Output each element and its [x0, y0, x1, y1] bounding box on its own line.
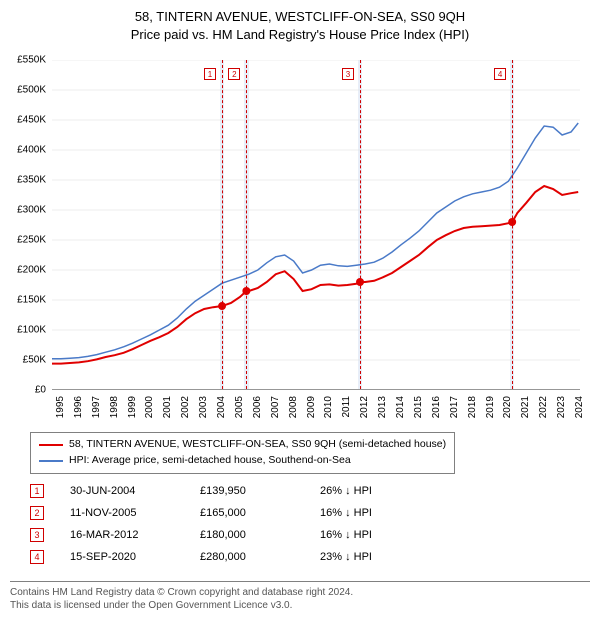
event-row: 1 30-JUN-2004£139,95026% ↓ HPI: [30, 480, 420, 502]
y-tick-label: £100K: [17, 325, 46, 336]
chart-marker-4: 4: [494, 68, 506, 80]
x-tick-label: 2024: [574, 396, 585, 418]
x-tick-label: 2003: [198, 396, 209, 418]
legend-swatch: [39, 444, 63, 446]
x-tick-label: 2019: [485, 396, 496, 418]
x-tick-label: 1997: [91, 396, 102, 418]
event-price: £139,950: [200, 485, 320, 497]
event-date: 16-MAR-2012: [70, 529, 200, 541]
y-tick-label: £300K: [17, 205, 46, 216]
x-tick-label: 2016: [431, 396, 442, 418]
x-tick-label: 2021: [520, 396, 531, 418]
legend: 58, TINTERN AVENUE, WESTCLIFF-ON-SEA, SS…: [30, 432, 455, 474]
event-price: £165,000: [200, 507, 320, 519]
event-diff: 26% ↓ HPI: [320, 485, 420, 497]
event-marker: 2: [30, 506, 44, 520]
event-marker: 3: [30, 528, 44, 542]
title-address: 58, TINTERN AVENUE, WESTCLIFF-ON-SEA, SS…: [0, 8, 600, 26]
y-tick-label: £350K: [17, 175, 46, 186]
y-tick-label: £50K: [23, 355, 46, 366]
x-axis: 1995 1996 1997 1998 1999 2000 2001 2002 2003 2004…: [52, 392, 580, 432]
event-marker: 1: [30, 484, 44, 498]
x-tick-label: 2023: [556, 396, 567, 418]
legend-label: 58, TINTERN AVENUE, WESTCLIFF-ON-SEA, SS…: [69, 437, 446, 453]
x-tick-label: 2004: [216, 396, 227, 418]
event-row: 3 16-MAR-2012£180,00016% ↓ HPI: [30, 524, 420, 546]
x-tick-label: 2010: [323, 396, 334, 418]
event-dash: [512, 60, 513, 389]
x-tick-label: 2009: [306, 396, 317, 418]
x-tick-label: 2002: [180, 396, 191, 418]
y-tick-label: £150K: [17, 295, 46, 306]
x-tick-label: 2011: [341, 396, 352, 418]
event-diff: 23% ↓ HPI: [320, 551, 420, 563]
y-axis: £0£50K£100K£150K£200K£250K£300K£350K£400…: [0, 60, 50, 390]
y-tick-label: £450K: [17, 115, 46, 126]
title-block: 58, TINTERN AVENUE, WESTCLIFF-ON-SEA, SS…: [0, 0, 600, 44]
footer: Contains HM Land Registry data © Crown c…: [10, 581, 590, 612]
footer-line2: This data is licensed under the Open Gov…: [10, 599, 590, 612]
event-diff: 16% ↓ HPI: [320, 507, 420, 519]
chart-marker-3: 3: [342, 68, 354, 80]
event-price: £280,000: [200, 551, 320, 563]
x-tick-label: 2008: [288, 396, 299, 418]
y-tick-label: £550K: [17, 55, 46, 66]
event-row: 2 11-NOV-2005£165,00016% ↓ HPI: [30, 502, 420, 524]
x-tick-label: 2000: [144, 396, 155, 418]
x-tick-label: 2005: [234, 396, 245, 418]
legend-label: HPI: Average price, semi-detached house,…: [69, 453, 351, 469]
x-tick-label: 2020: [502, 396, 513, 418]
event-dash: [222, 60, 223, 389]
y-tick-label: £0: [35, 385, 46, 396]
x-tick-label: 2012: [359, 396, 370, 418]
y-tick-label: £500K: [17, 85, 46, 96]
event-date: 30-JUN-2004: [70, 485, 200, 497]
x-tick-label: 2018: [467, 396, 478, 418]
x-tick-label: 1999: [127, 396, 138, 418]
event-row: 4 15-SEP-2020£280,00023% ↓ HPI: [30, 546, 420, 568]
event-dash: [246, 60, 247, 389]
y-tick-label: £200K: [17, 265, 46, 276]
x-tick-label: 2006: [252, 396, 263, 418]
x-tick-label: 1998: [109, 396, 120, 418]
event-marker: 4: [30, 550, 44, 564]
x-tick-label: 2015: [413, 396, 424, 418]
x-tick-label: 2001: [162, 396, 173, 418]
x-tick-label: 1996: [73, 396, 84, 418]
x-tick-label: 2014: [395, 396, 406, 418]
x-tick-label: 1995: [55, 396, 66, 418]
event-date: 15-SEP-2020: [70, 551, 200, 563]
legend-item: 58, TINTERN AVENUE, WESTCLIFF-ON-SEA, SS…: [39, 437, 446, 453]
series-property: [52, 186, 578, 364]
title-subtitle: Price paid vs. HM Land Registry's House …: [0, 26, 600, 44]
legend-item: HPI: Average price, semi-detached house,…: [39, 453, 446, 469]
chart-plot-area: 12 3 4: [52, 60, 580, 390]
event-date: 11-NOV-2005: [70, 507, 200, 519]
y-tick-label: £250K: [17, 235, 46, 246]
event-dash: [360, 60, 361, 389]
event-price: £180,000: [200, 529, 320, 541]
footer-line1: Contains HM Land Registry data © Crown c…: [10, 586, 590, 599]
event-diff: 16% ↓ HPI: [320, 529, 420, 541]
series-hpi: [52, 123, 578, 359]
x-tick-label: 2007: [270, 396, 281, 418]
y-tick-label: £400K: [17, 145, 46, 156]
x-tick-label: 2017: [449, 396, 460, 418]
chart-marker-1: 1: [204, 68, 216, 80]
x-tick-label: 2013: [377, 396, 388, 418]
event-table: 1 30-JUN-2004£139,95026% ↓ HPI 2 11-NOV-200…: [30, 480, 420, 568]
chart-marker-2: 2: [228, 68, 240, 80]
legend-swatch: [39, 460, 63, 462]
x-tick-label: 2022: [538, 396, 549, 418]
